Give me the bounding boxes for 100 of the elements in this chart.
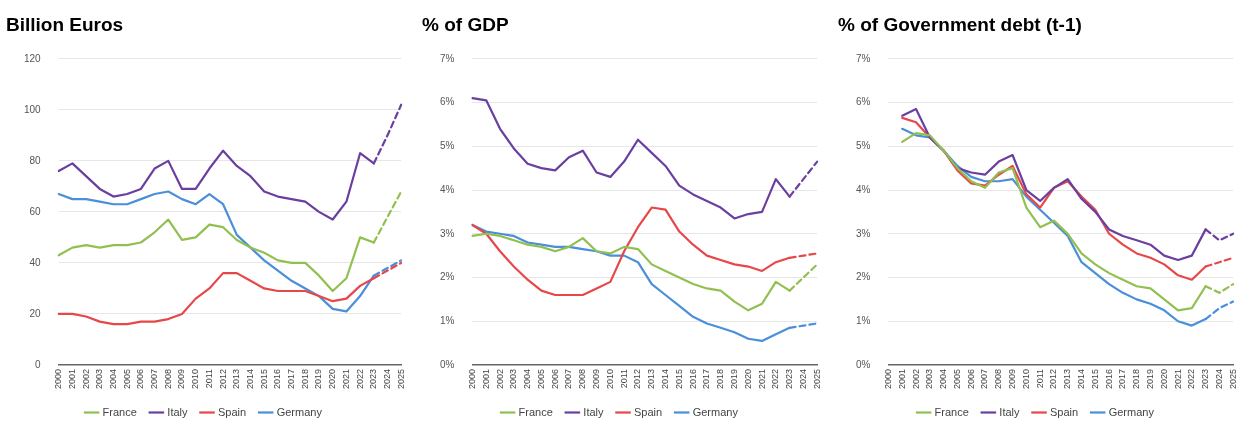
legend-label: Italy <box>167 405 189 418</box>
x-tick-label: 2021 <box>756 368 767 390</box>
legend-label: Germany <box>1108 405 1155 418</box>
y-tick-label: 7% <box>856 52 871 64</box>
chart-title: % of GDP <box>422 13 509 35</box>
x-tick-label: 2010 <box>1020 368 1031 390</box>
x-tick-label: 2000 <box>882 368 893 390</box>
x-tick-label: 2013 <box>231 368 242 390</box>
x-tick-label: 2022 <box>354 368 365 390</box>
x-tick-label: 2007 <box>149 368 160 390</box>
y-tick-label: 1% <box>440 314 455 326</box>
legend-label: France <box>518 405 553 418</box>
y-tick-label: 60 <box>29 205 42 217</box>
x-tick-label: 2024 <box>381 368 392 390</box>
x-tick-label: 2004 <box>522 368 533 390</box>
y-tick-label: 120 <box>24 52 42 64</box>
y-tick-label: 7% <box>440 52 455 64</box>
x-tick-label: 2008 <box>993 368 1004 390</box>
x-tick-label: 2015 <box>1089 368 1100 390</box>
legend-label: France <box>934 405 969 418</box>
x-tick-label: 2009 <box>176 368 187 390</box>
x-tick-label: 2025 <box>1227 368 1238 390</box>
x-tick-label: 2020 <box>742 368 753 390</box>
x-tick-label: 2004 <box>107 368 118 390</box>
legend-label: France <box>102 405 137 418</box>
y-tick-label: 0 <box>35 358 42 370</box>
x-tick-label: 2018 <box>1131 368 1142 390</box>
x-tick-label: 2013 <box>646 368 657 390</box>
y-tick-label: 4% <box>440 183 455 195</box>
x-tick-label: 2012 <box>632 368 643 390</box>
legend-label: Italy <box>583 405 605 418</box>
x-tick-label: 2012 <box>217 368 228 390</box>
x-tick-label: 2015 <box>258 368 269 390</box>
y-tick-label: 6% <box>856 96 871 108</box>
y-tick-label: 100 <box>24 103 42 115</box>
x-tick-label: 2011 <box>203 368 214 389</box>
x-tick-label: 2006 <box>549 368 560 390</box>
x-tick-label: 2016 <box>272 368 283 390</box>
x-tick-label: 2016 <box>687 368 698 390</box>
x-tick-label: 2006 <box>965 368 976 390</box>
legend-label: Spain <box>218 405 247 418</box>
x-tick-label: 2000 <box>53 368 64 390</box>
x-tick-label: 2021 <box>340 368 351 390</box>
y-tick-label: 5% <box>856 140 871 152</box>
x-tick-label: 2019 <box>313 368 324 390</box>
x-tick-label: 2003 <box>94 368 105 390</box>
x-tick-label: 2020 <box>1158 368 1169 390</box>
y-tick-label: 0% <box>440 358 455 370</box>
x-tick-label: 2006 <box>135 368 146 390</box>
x-tick-label: 2014 <box>244 368 255 390</box>
chart-title: Billion Euros <box>6 13 124 35</box>
x-tick-label: 2013 <box>1062 368 1073 390</box>
x-tick-label: 2007 <box>979 368 990 390</box>
y-tick-label: 40 <box>29 256 42 268</box>
x-tick-label: 2009 <box>1007 368 1018 390</box>
x-tick-label: 2001 <box>896 368 907 390</box>
legend-label: Germany <box>276 405 323 418</box>
x-tick-label: 2023 <box>1200 368 1211 390</box>
x-tick-label: 2012 <box>1048 368 1059 390</box>
x-tick-label: 2017 <box>701 368 712 390</box>
legend-label: Italy <box>999 405 1021 418</box>
x-tick-label: 2025 <box>811 368 822 390</box>
x-tick-label: 2024 <box>1213 368 1224 390</box>
x-tick-label: 2011 <box>618 368 629 389</box>
y-tick-label: 3% <box>440 227 455 239</box>
x-tick-label: 2010 <box>604 368 615 390</box>
x-tick-label: 2009 <box>591 368 602 390</box>
y-tick-label: 2% <box>440 271 455 283</box>
y-tick-label: 1% <box>856 314 871 326</box>
x-tick-label: 2003 <box>924 368 935 390</box>
y-tick-label: 2% <box>856 271 871 283</box>
x-tick-label: 2010 <box>190 368 201 390</box>
y-tick-label: 0% <box>856 358 871 370</box>
x-tick-label: 2016 <box>1103 368 1114 390</box>
x-tick-label: 2022 <box>1186 368 1197 390</box>
x-tick-label: 2019 <box>728 368 739 390</box>
x-tick-label: 2002 <box>80 368 91 390</box>
x-tick-label: 2023 <box>784 368 795 390</box>
x-tick-label: 2014 <box>660 368 670 390</box>
x-tick-label: 2024 <box>797 368 808 390</box>
y-tick-label: 4% <box>856 183 871 195</box>
legend-label: Germany <box>692 405 739 418</box>
x-tick-label: 2001 <box>480 368 491 390</box>
y-tick-label: 5% <box>440 140 455 152</box>
y-tick-label: 3% <box>856 227 871 239</box>
x-tick-label: 2008 <box>162 368 173 390</box>
x-tick-label: 2017 <box>1117 368 1128 390</box>
x-tick-label: 2025 <box>395 368 406 390</box>
x-tick-label: 2019 <box>1144 368 1155 390</box>
x-tick-label: 2000 <box>466 368 477 390</box>
x-tick-label: 2002 <box>910 368 921 390</box>
x-tick-label: 2023 <box>368 368 379 390</box>
y-tick-label: 80 <box>29 154 42 166</box>
x-tick-label: 2014 <box>1076 368 1086 390</box>
x-tick-label: 2017 <box>286 368 297 390</box>
x-tick-label: 2015 <box>673 368 684 390</box>
x-tick-label: 2011 <box>1034 368 1045 389</box>
x-tick-label: 2018 <box>299 368 310 390</box>
x-tick-label: 2001 <box>66 368 77 390</box>
x-tick-label: 2005 <box>121 368 132 390</box>
